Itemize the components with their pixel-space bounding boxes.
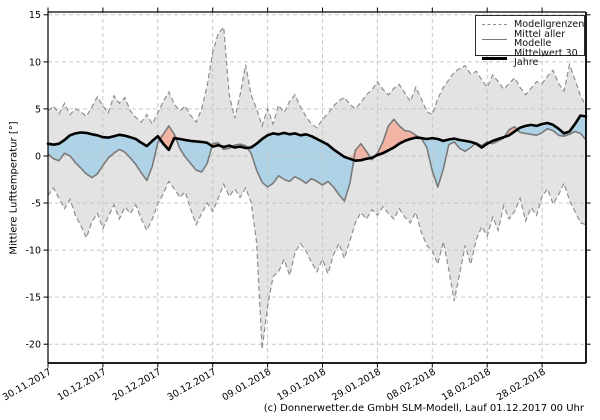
y-tick-label: -20	[25, 340, 41, 351]
legend-item-mittelwert-30-jahre: Mittelwert 30 Jahre	[482, 47, 579, 69]
model-upper-bound-line	[47, 25, 587, 129]
y-tick-label: 5	[35, 104, 41, 115]
x-tick-label: 30.12.2017	[166, 367, 219, 404]
axes-spines	[47, 11, 587, 364]
x-tick-label: 08.02.2018	[385, 367, 438, 404]
legend-label-mittelwert-30-jahre: Mittelwert 30 Jahre	[514, 47, 578, 69]
y-tick-label: -5	[32, 198, 41, 209]
x-tick-label: 19.01.2018	[275, 367, 328, 404]
x-tick-label: 28.02.2018	[495, 367, 548, 404]
y-tick-label: 15	[29, 10, 41, 21]
x-tick-label: 18.02.2018	[440, 367, 493, 404]
y-tick-label: -10	[25, 246, 41, 257]
mean-30y-line	[46, 114, 588, 162]
x-tick-label: 29.01.2018	[330, 367, 383, 404]
model-range-band	[48, 27, 586, 349]
legend-label-modellgrenzen: Modellgrenzen	[514, 19, 585, 30]
black-line-sample-icon	[482, 56, 507, 60]
x-tick-label: 30.11.2017	[1, 367, 54, 404]
gray-line-sample-icon	[482, 38, 507, 40]
legend-item-modellgrenzen: Modellgrenzen	[482, 20, 584, 30]
model-lower-bound-line	[47, 180, 587, 349]
x-tick-label: 20.12.2017	[111, 367, 164, 404]
legend-item-mittel-aller-modelle: Mittel aller Modelle	[482, 28, 579, 50]
x-tick-label: 10.12.2017	[56, 367, 109, 404]
y-tick-label: 0	[35, 151, 41, 162]
legend-label-mittel-aller-modelle: Mittel aller Modelle	[514, 28, 566, 50]
x-tick-label: 09.01.2018	[220, 367, 273, 404]
copyright-caption: (c) Donnerwetter.de GmbH SLM-Modell, Lau…	[263, 403, 584, 414]
dashed-line-sample-icon	[482, 24, 507, 26]
y-tick-label: -15	[25, 293, 41, 304]
y-axis-label: Mittlere Lufttemperatur [°]	[8, 121, 20, 255]
y-tick-label: 10	[29, 57, 41, 68]
below-normal-fill	[48, 115, 586, 202]
legend: Modellgrenzen Mittel aller Modelle Mitte…	[475, 15, 585, 68]
tick-marks	[43, 7, 591, 368]
model-mean-line	[47, 118, 587, 202]
